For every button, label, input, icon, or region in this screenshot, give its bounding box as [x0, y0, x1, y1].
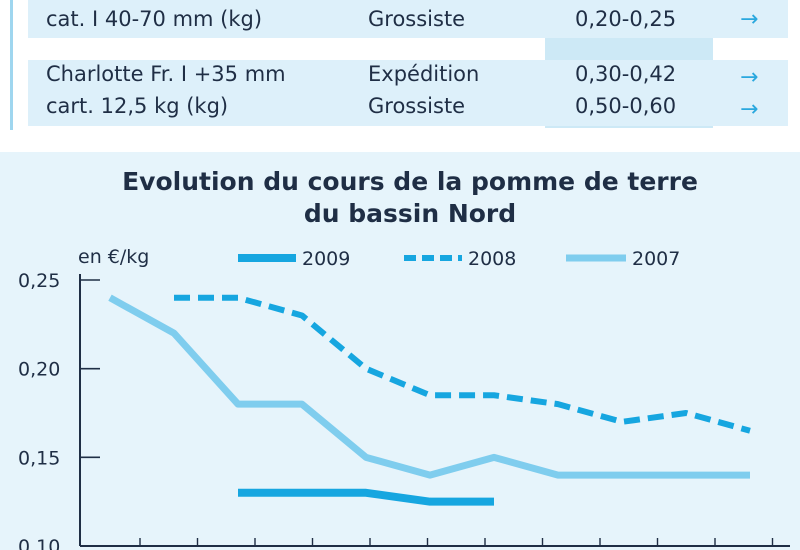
y-tick-label: 0,20 [18, 359, 60, 381]
price-range: 0,30-0,42 [575, 62, 677, 86]
price-range: 0,20-0,25 [575, 7, 677, 31]
market-stage: Expédition [368, 62, 480, 86]
product-label: cat. I 40-70 mm (kg) [46, 7, 263, 31]
y-axis-unit-label: en €/kg [78, 246, 150, 268]
table-row [28, 0, 788, 38]
chart-title-line-1: Evolution du cours de la pomme de terre [122, 167, 698, 196]
legend-label-2009: 2009 [302, 248, 350, 270]
market-stage: Grossiste [368, 94, 466, 118]
y-tick-label: 0,25 [18, 270, 60, 292]
chart-title: Evolution du cours de la pomme de terre … [0, 166, 800, 230]
price-table: cat. I 40-70 mm (kg) Grossiste 0,20-0,25… [0, 0, 800, 130]
series-line-2007 [108, 294, 750, 479]
y-tick-label: 0,10 [18, 536, 60, 550]
price-range: 0,50-0,60 [575, 94, 677, 118]
market-stage: Grossiste [368, 7, 466, 31]
chart-title-line-2: du bassin Nord [303, 199, 517, 228]
table-row [28, 60, 788, 126]
legend-label-2008: 2008 [468, 248, 516, 270]
table-left-rule [10, 0, 13, 130]
y-tick-label: 0,15 [18, 447, 60, 469]
product-label: Charlotte Fr. I +35 mm [46, 62, 286, 86]
series-line-2008 [174, 294, 751, 434]
chart-panel [0, 152, 800, 550]
legend-label-2007: 2007 [632, 248, 680, 270]
trend-arrow-icon: → [740, 7, 759, 32]
product-label: cart. 12,5 kg (kg) [46, 94, 229, 118]
trend-arrow-icon: → [740, 65, 759, 90]
series-line-2009 [238, 488, 494, 506]
trend-arrow-icon: → [740, 97, 759, 122]
